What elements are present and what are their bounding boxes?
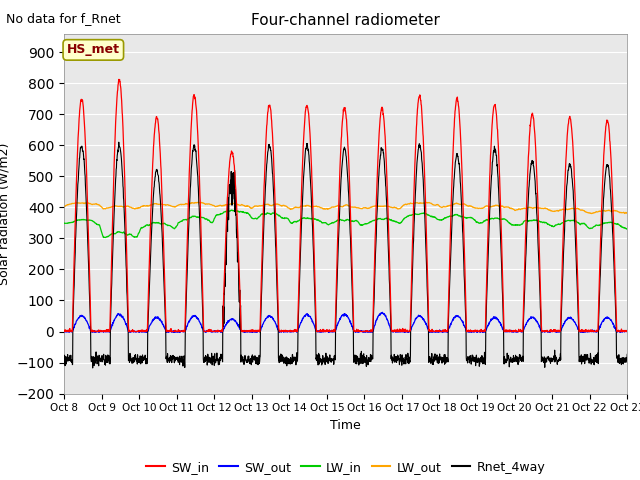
Legend: SW_in, SW_out, LW_in, LW_out, Rnet_4way: SW_in, SW_out, LW_in, LW_out, Rnet_4way [141, 456, 550, 479]
Title: Four-channel radiometer: Four-channel radiometer [251, 13, 440, 28]
Text: No data for f_Rnet: No data for f_Rnet [6, 12, 121, 25]
Y-axis label: Solar radiation (W/m2): Solar radiation (W/m2) [0, 143, 11, 285]
Text: HS_met: HS_met [67, 43, 120, 56]
X-axis label: Time: Time [330, 419, 361, 432]
